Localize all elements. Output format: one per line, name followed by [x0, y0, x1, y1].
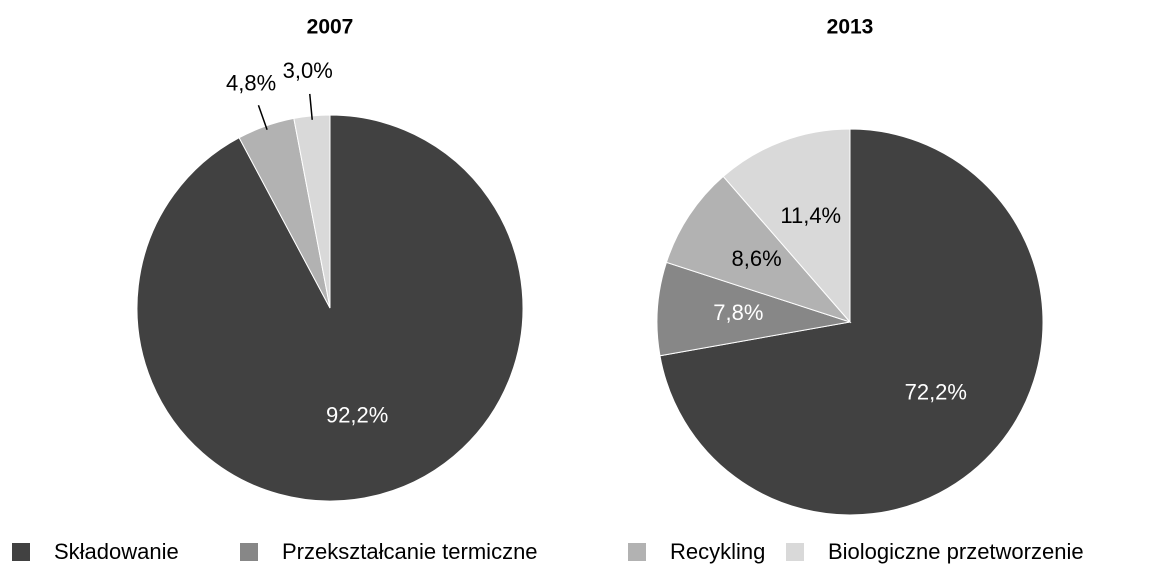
data-label: 4,8%	[226, 70, 276, 95]
legend-label: Recykling	[670, 539, 765, 564]
data-label: 72,2%	[905, 380, 967, 405]
data-label: 8,6%	[732, 246, 782, 271]
chart-title: 2013	[827, 16, 874, 39]
data-label: 3,0%	[283, 58, 333, 83]
data-label: 92,2%	[326, 402, 388, 427]
data-label: 11,4%	[780, 203, 841, 228]
legend-swatch	[628, 543, 646, 561]
legend-label: Składowanie	[54, 539, 179, 564]
pie-slice	[656, 261, 851, 357]
data-label: 7,8%	[713, 300, 763, 325]
leader-line	[309, 93, 313, 120]
legend-swatch	[240, 543, 258, 561]
legend-swatch	[786, 543, 804, 561]
pie-slice	[136, 114, 524, 502]
chart-title: 2007	[307, 16, 354, 39]
legend-label: Biologiczne przetworzenie	[828, 539, 1084, 564]
legend-label: Przekształcanie termiczne	[282, 539, 538, 564]
leader-line	[257, 105, 268, 131]
pie-slice	[722, 128, 851, 324]
pie-slice	[659, 128, 1044, 516]
legend-swatch	[12, 543, 30, 561]
pie-slice	[665, 175, 852, 324]
